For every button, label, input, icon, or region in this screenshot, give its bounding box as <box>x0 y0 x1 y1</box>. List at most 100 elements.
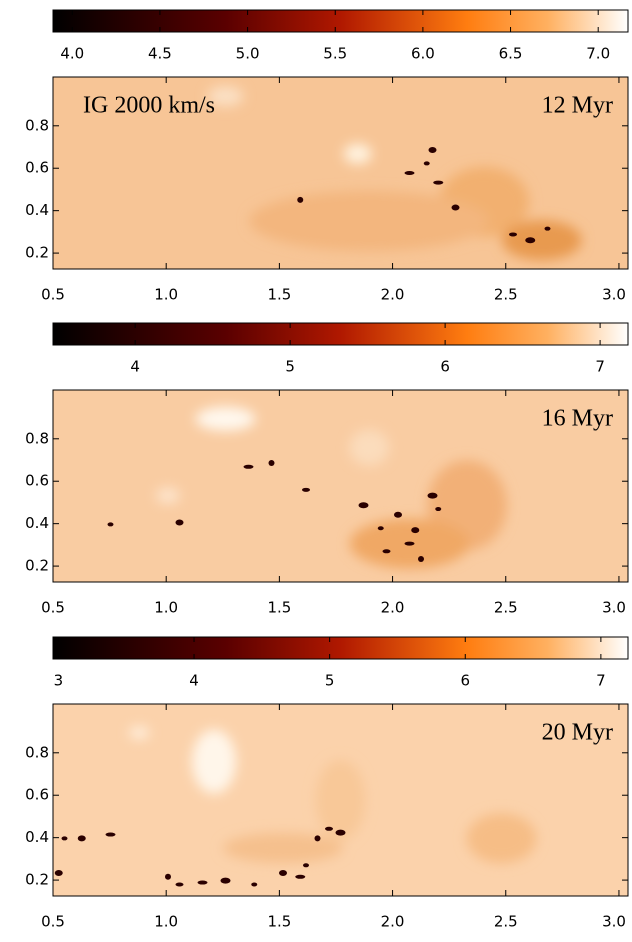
x-tick-label: 0.5 <box>41 599 65 617</box>
x-tick-label: 1.0 <box>154 599 178 617</box>
cold-clump <box>77 835 86 842</box>
cold-clump <box>428 146 437 153</box>
cold-clump <box>418 555 424 562</box>
cold-clump <box>382 549 391 554</box>
x-tick-label: 2.5 <box>494 286 518 304</box>
y-tick-label: 0.4 <box>25 828 49 846</box>
colorbar-tick-label: 3 <box>54 672 64 690</box>
colorbar-tick-label: 4 <box>130 358 140 376</box>
x-tick-label: 2.0 <box>381 599 405 617</box>
gas-blob <box>349 429 390 466</box>
y-tick-label: 0.4 <box>25 514 49 532</box>
gas-blob <box>129 726 150 739</box>
cold-clump <box>451 204 460 211</box>
x-tick-label: 1.5 <box>267 913 291 931</box>
cold-clump <box>358 502 369 509</box>
colorbar <box>52 322 629 346</box>
y-tick-label: 0.4 <box>25 201 49 219</box>
colorbar-tick-label: 4.0 <box>60 45 84 63</box>
x-tick-label: 1.0 <box>154 286 178 304</box>
colorbar-tick-label: 4 <box>189 672 199 690</box>
annotation: 12 Myr <box>542 93 613 119</box>
x-tick-label: 3.0 <box>602 913 626 931</box>
x-tick-label: 2.0 <box>381 286 405 304</box>
field-structure <box>107 406 507 569</box>
cold-clump <box>165 873 171 880</box>
colorbar <box>52 9 629 33</box>
colorbar-tick-label: 6 <box>460 672 470 690</box>
plot-frame <box>52 389 629 583</box>
annotation: 16 Myr <box>542 406 613 432</box>
y-tick-label: 0.2 <box>25 244 49 262</box>
gas-blob <box>207 86 244 107</box>
colorbar-tick-label: 6 <box>440 358 450 376</box>
x-tick-label: 2.5 <box>494 599 518 617</box>
x-tick-label: 1.5 <box>267 599 291 617</box>
gas-blob <box>156 487 180 504</box>
y-tick-label: 0.6 <box>25 159 49 177</box>
cold-clump <box>435 507 442 512</box>
cold-clump <box>61 836 68 841</box>
cold-clump <box>314 835 321 842</box>
cold-clump <box>423 161 430 166</box>
colorbar-tick-label: 7.0 <box>586 45 610 63</box>
cold-clump <box>411 527 420 534</box>
cold-clump <box>525 237 536 244</box>
cold-clump <box>107 522 114 527</box>
cold-clump <box>251 882 258 887</box>
colorbar-tick-label: 6.5 <box>499 45 523 63</box>
y-tick-label: 0.8 <box>25 429 49 447</box>
y-tick-label: 0.8 <box>25 116 49 134</box>
x-tick-label: 1.5 <box>267 286 291 304</box>
colorbar-tick-label: 4.5 <box>148 45 172 63</box>
cold-clump <box>509 232 517 237</box>
colorbar-tick-label: 7 <box>595 358 605 376</box>
panel: 3 4 5 6 7 0.5 1.0 1.5 2.0 2.5 3.0 0.2 0.4 0.6 0.8 20 My… <box>25 636 629 931</box>
cold-clump <box>404 171 415 175</box>
cold-clump <box>297 196 304 203</box>
blobs <box>207 86 582 261</box>
colorbar-tick-label: 6.0 <box>411 45 435 63</box>
annotation: IG 2000 km/s <box>83 93 215 119</box>
gas-blob <box>343 143 372 164</box>
cold-clump <box>54 869 63 876</box>
y-tick-label: 0.6 <box>25 786 49 804</box>
field-structure <box>54 726 537 887</box>
colorbar-tick-label: 5.5 <box>323 45 347 63</box>
blobs <box>129 726 537 864</box>
gas-blob <box>192 729 236 794</box>
cold-clump <box>394 511 402 518</box>
colorbar-tick-label: 7 <box>596 672 606 690</box>
cold-clump <box>302 487 310 492</box>
cold-clump <box>197 880 208 885</box>
cold-clump <box>427 492 438 499</box>
cold-clump <box>220 877 231 884</box>
colorbar-tick-label: 5.0 <box>236 45 260 63</box>
colorbar-tick-label: 5 <box>285 358 295 376</box>
cold-clump <box>175 519 184 526</box>
y-tick-label: 0.6 <box>25 472 49 490</box>
x-tick-label: 0.5 <box>41 286 65 304</box>
x-tick-label: 0.5 <box>41 913 65 931</box>
cold-clump <box>105 832 116 837</box>
cold-clump <box>295 874 306 879</box>
y-tick-label: 0.2 <box>25 557 49 575</box>
annotation: 20 Myr <box>542 720 613 746</box>
cold-clump <box>433 180 444 185</box>
y-tick-label: 0.2 <box>25 871 49 889</box>
colorbar-tick-label: 5 <box>325 672 335 690</box>
field <box>53 390 628 582</box>
gas-blob <box>195 406 256 431</box>
gas-blob <box>315 760 366 840</box>
cold-clump <box>544 226 551 231</box>
gas-blob <box>501 220 582 261</box>
cold-clump <box>335 829 346 836</box>
cold-clump <box>404 541 415 546</box>
cold-clump <box>268 459 275 466</box>
plot-frame <box>52 76 629 270</box>
gas-blob <box>466 813 537 864</box>
colorbar <box>52 636 629 660</box>
cold-clump <box>325 826 333 831</box>
gas-blob <box>249 191 490 251</box>
